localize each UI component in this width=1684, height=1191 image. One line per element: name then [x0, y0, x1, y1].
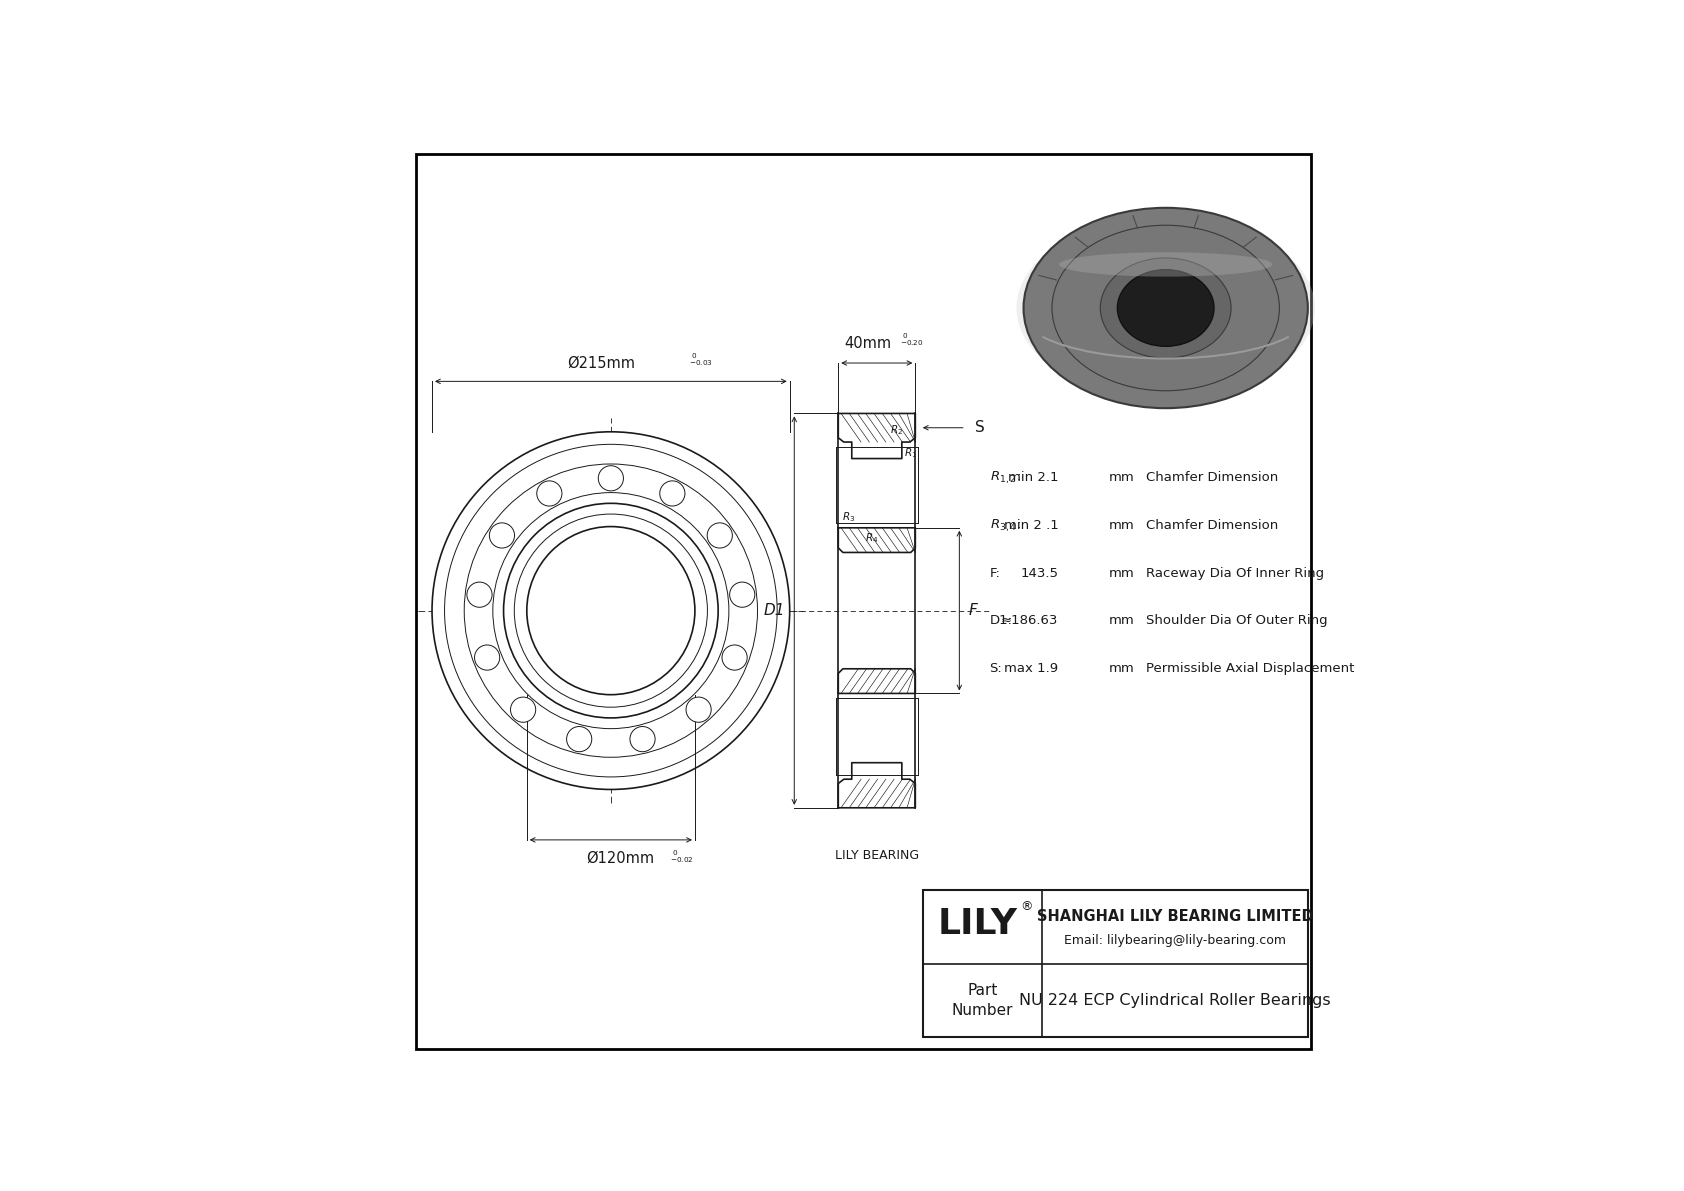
Circle shape: [433, 432, 790, 790]
Circle shape: [707, 523, 733, 548]
Text: mm: mm: [1108, 519, 1135, 532]
Circle shape: [475, 646, 500, 671]
Text: LILY: LILY: [938, 908, 1017, 941]
Text: Part
Number: Part Number: [951, 983, 1014, 1018]
Ellipse shape: [1017, 217, 1315, 399]
Text: mm: mm: [1108, 567, 1135, 580]
Text: NU 224 ECP Cylindrical Roller Bearings: NU 224 ECP Cylindrical Roller Bearings: [1019, 993, 1330, 1008]
Text: Ø120mm: Ø120mm: [586, 850, 653, 866]
Circle shape: [660, 481, 685, 506]
Ellipse shape: [1115, 267, 1218, 349]
Ellipse shape: [1100, 258, 1231, 358]
Circle shape: [537, 481, 562, 506]
Text: ≈186.63: ≈186.63: [1000, 615, 1058, 628]
Text: $^{\ 0}_{-0.02}$: $^{\ 0}_{-0.02}$: [670, 848, 694, 865]
Circle shape: [598, 466, 623, 491]
Ellipse shape: [1118, 269, 1214, 347]
Circle shape: [722, 646, 748, 671]
Bar: [923, 891, 1308, 1037]
Polygon shape: [839, 762, 916, 807]
Text: ®: ®: [1021, 900, 1032, 913]
Text: S:: S:: [990, 662, 1002, 675]
Text: 143.5: 143.5: [1021, 567, 1058, 580]
Polygon shape: [839, 669, 916, 693]
Text: mm: mm: [1108, 615, 1135, 628]
Text: F:: F:: [990, 567, 1000, 580]
Text: 40mm: 40mm: [844, 336, 891, 351]
Text: mm: mm: [1108, 472, 1135, 485]
Ellipse shape: [1059, 252, 1273, 276]
Text: $^{\ 0}_{-0.20}$: $^{\ 0}_{-0.20}$: [899, 331, 923, 348]
Text: D1: D1: [763, 603, 785, 618]
Circle shape: [527, 526, 695, 694]
Circle shape: [504, 504, 717, 718]
Circle shape: [685, 697, 711, 722]
Circle shape: [566, 727, 591, 752]
Text: F: F: [968, 603, 977, 618]
Text: max 1.9: max 1.9: [1004, 662, 1058, 675]
Text: LILY BEARING: LILY BEARING: [835, 849, 919, 862]
Text: D1:: D1:: [990, 615, 1012, 628]
Text: Raceway Dia Of Inner Ring: Raceway Dia Of Inner Ring: [1145, 567, 1324, 580]
Text: mm: mm: [1108, 662, 1135, 675]
Text: $R_{1,2}$:: $R_{1,2}$:: [990, 469, 1021, 486]
Text: Permissible Axial Displacement: Permissible Axial Displacement: [1145, 662, 1354, 675]
Text: SHANGHAI LILY BEARING LIMITED: SHANGHAI LILY BEARING LIMITED: [1037, 909, 1314, 923]
Text: S: S: [975, 420, 985, 435]
Polygon shape: [839, 413, 916, 459]
Ellipse shape: [1052, 225, 1280, 391]
Text: Ø215mm: Ø215mm: [568, 355, 635, 370]
Text: Chamfer Dimension: Chamfer Dimension: [1145, 472, 1278, 485]
Text: min 2 .1: min 2 .1: [1004, 519, 1058, 532]
Polygon shape: [839, 528, 916, 553]
Circle shape: [466, 582, 492, 607]
Circle shape: [490, 523, 515, 548]
Text: Shoulder Dia Of Outer Ring: Shoulder Dia Of Outer Ring: [1145, 615, 1327, 628]
Text: min 2.1: min 2.1: [1009, 472, 1058, 485]
Text: Chamfer Dimension: Chamfer Dimension: [1145, 519, 1278, 532]
Text: $^{\ 0}_{-0.03}$: $^{\ 0}_{-0.03}$: [689, 351, 712, 368]
Text: $R_3$: $R_3$: [842, 511, 855, 524]
Ellipse shape: [1073, 241, 1258, 375]
Text: $R_4$: $R_4$: [866, 531, 879, 545]
Text: $R_{3,4}$:: $R_{3,4}$:: [990, 517, 1021, 534]
Text: Email: lilybearing@lily-bearing.com: Email: lilybearing@lily-bearing.com: [1064, 934, 1287, 947]
Circle shape: [630, 727, 655, 752]
Text: $R_2$: $R_2$: [891, 424, 903, 437]
Ellipse shape: [1024, 207, 1308, 409]
Circle shape: [729, 582, 754, 607]
Text: $R_1$: $R_1$: [904, 447, 918, 461]
Circle shape: [510, 697, 536, 722]
